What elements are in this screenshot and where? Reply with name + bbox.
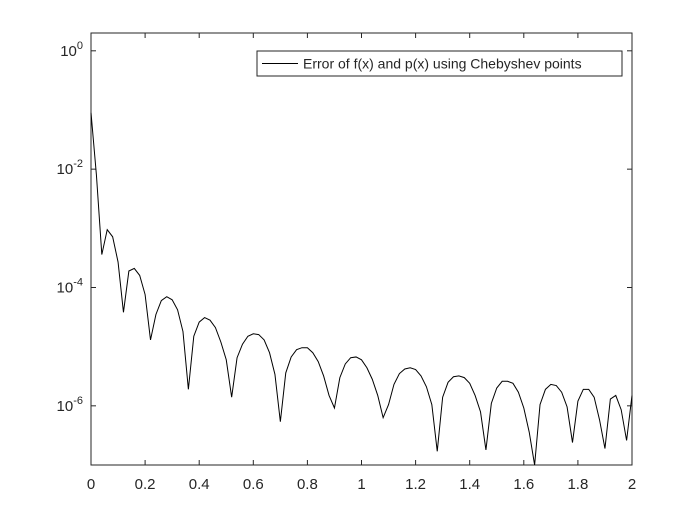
axes-box (90, 32, 633, 466)
legend: Error of f(x) and p(x) using Chebyshev p… (256, 50, 623, 77)
x-tick-label: 0.8 (297, 476, 318, 493)
legend-label: Error of f(x) and p(x) using Chebyshev p… (303, 56, 582, 72)
x-tick-label: 1.6 (513, 476, 534, 493)
x-tick-label: 1 (357, 476, 365, 493)
legend-box (256, 50, 623, 77)
x-tick-label: 0.2 (135, 476, 156, 493)
y-tick-label: 10-6 (57, 395, 83, 415)
data-line (90, 112, 633, 466)
x-tick-label: 2 (628, 476, 636, 493)
y-tick-label: 100 (60, 40, 83, 60)
y-tick-label: 10-4 (57, 276, 83, 296)
x-tick-label: 1.2 (405, 476, 426, 493)
x-tick-label: 1.4 (459, 476, 480, 493)
x-tick-label: 0.6 (243, 476, 264, 493)
x-tick-label: 0 (87, 476, 95, 493)
x-tick-label: 0.4 (189, 476, 210, 493)
y-tick-label: 10-2 (57, 158, 83, 178)
x-tick-label: 1.8 (567, 476, 588, 493)
